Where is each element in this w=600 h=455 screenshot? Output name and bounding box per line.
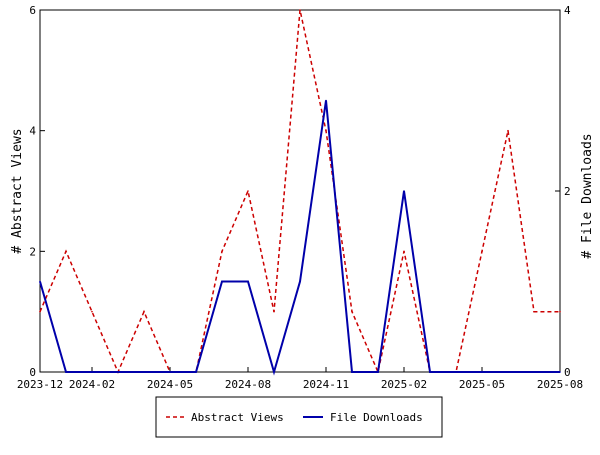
data-point-abstract-views <box>91 310 93 313</box>
data-point-abstract-views <box>65 250 67 253</box>
left-ticks: 0 2 4 6 <box>29 4 45 379</box>
y-right-tick-label: 2 <box>564 185 571 198</box>
data-point-abstract-views <box>143 310 145 313</box>
plot-area <box>39 9 561 373</box>
data-point-abstract-views <box>507 129 509 132</box>
y-right-tick-label: 4 <box>564 4 571 17</box>
x-ticks: 2023-12 2024-02 2024-05 2024-08 2024-11 2025-… <box>17 367 583 391</box>
data-point-file-downloads <box>559 371 561 373</box>
x-tick-label: 2025-08 <box>537 378 583 391</box>
data-point-file-downloads <box>481 371 483 373</box>
data-point-file-downloads <box>377 371 379 373</box>
series-layer <box>39 9 561 376</box>
x-tick-label: 2024-08 <box>225 378 271 391</box>
data-point-file-downloads <box>507 371 509 373</box>
y-left-tick-label: 2 <box>29 245 36 258</box>
data-point-file-downloads <box>65 371 67 373</box>
data-point-abstract-views <box>351 310 353 313</box>
data-point-file-downloads <box>91 371 93 373</box>
y-right-axis-title: # File Downloads <box>580 133 595 258</box>
data-point-file-downloads <box>221 280 223 283</box>
data-point-file-downloads <box>273 371 275 373</box>
x-tick-label: 2024-02 <box>69 378 115 391</box>
legend-label-file-downloads: File Downloads <box>330 411 423 424</box>
data-point-abstract-views <box>273 310 275 313</box>
data-point-file-downloads <box>325 99 327 102</box>
data-point-abstract-views <box>559 310 561 313</box>
y-left-tick-label: 4 <box>29 125 36 138</box>
data-point-file-downloads <box>247 280 249 283</box>
data-point-file-downloads <box>299 280 301 283</box>
data-point-file-downloads <box>117 371 119 373</box>
x-tick-label: 2025-05 <box>459 378 505 391</box>
legend-box <box>155 396 443 438</box>
y-left-tick-label: 6 <box>29 4 36 17</box>
data-point-file-downloads <box>143 371 145 373</box>
x-tick-label: 2023-12 <box>17 378 63 391</box>
data-point-file-downloads <box>455 371 457 373</box>
data-point-file-downloads <box>195 371 197 373</box>
legend-label-abstract-views: Abstract Views <box>191 411 284 424</box>
y-left-tick-label: 0 <box>29 366 36 379</box>
y-left-axis-title: # Abstract Views <box>10 128 25 253</box>
data-point-file-downloads <box>429 371 431 373</box>
data-point-abstract-views <box>481 250 483 253</box>
data-point-abstract-views <box>221 250 223 253</box>
data-point-abstract-views <box>299 9 301 11</box>
x-tick-label: 2025-02 <box>381 378 427 391</box>
data-point-abstract-views <box>325 129 327 132</box>
x-tick-label: 2024-11 <box>303 378 349 391</box>
data-point-abstract-views <box>39 310 41 313</box>
data-point-abstract-views <box>247 190 249 192</box>
legend: Abstract Views File Downloads <box>155 396 443 438</box>
data-point-file-downloads <box>39 280 41 283</box>
data-point-file-downloads <box>169 371 171 373</box>
data-point-abstract-views <box>533 310 535 313</box>
data-point-abstract-views <box>403 250 405 253</box>
y-right-tick-label: 0 <box>564 366 571 379</box>
data-point-file-downloads <box>533 371 535 373</box>
data-point-file-downloads <box>351 371 353 373</box>
data-point-file-downloads <box>403 190 405 192</box>
x-tick-label: 2024-05 <box>147 378 193 391</box>
